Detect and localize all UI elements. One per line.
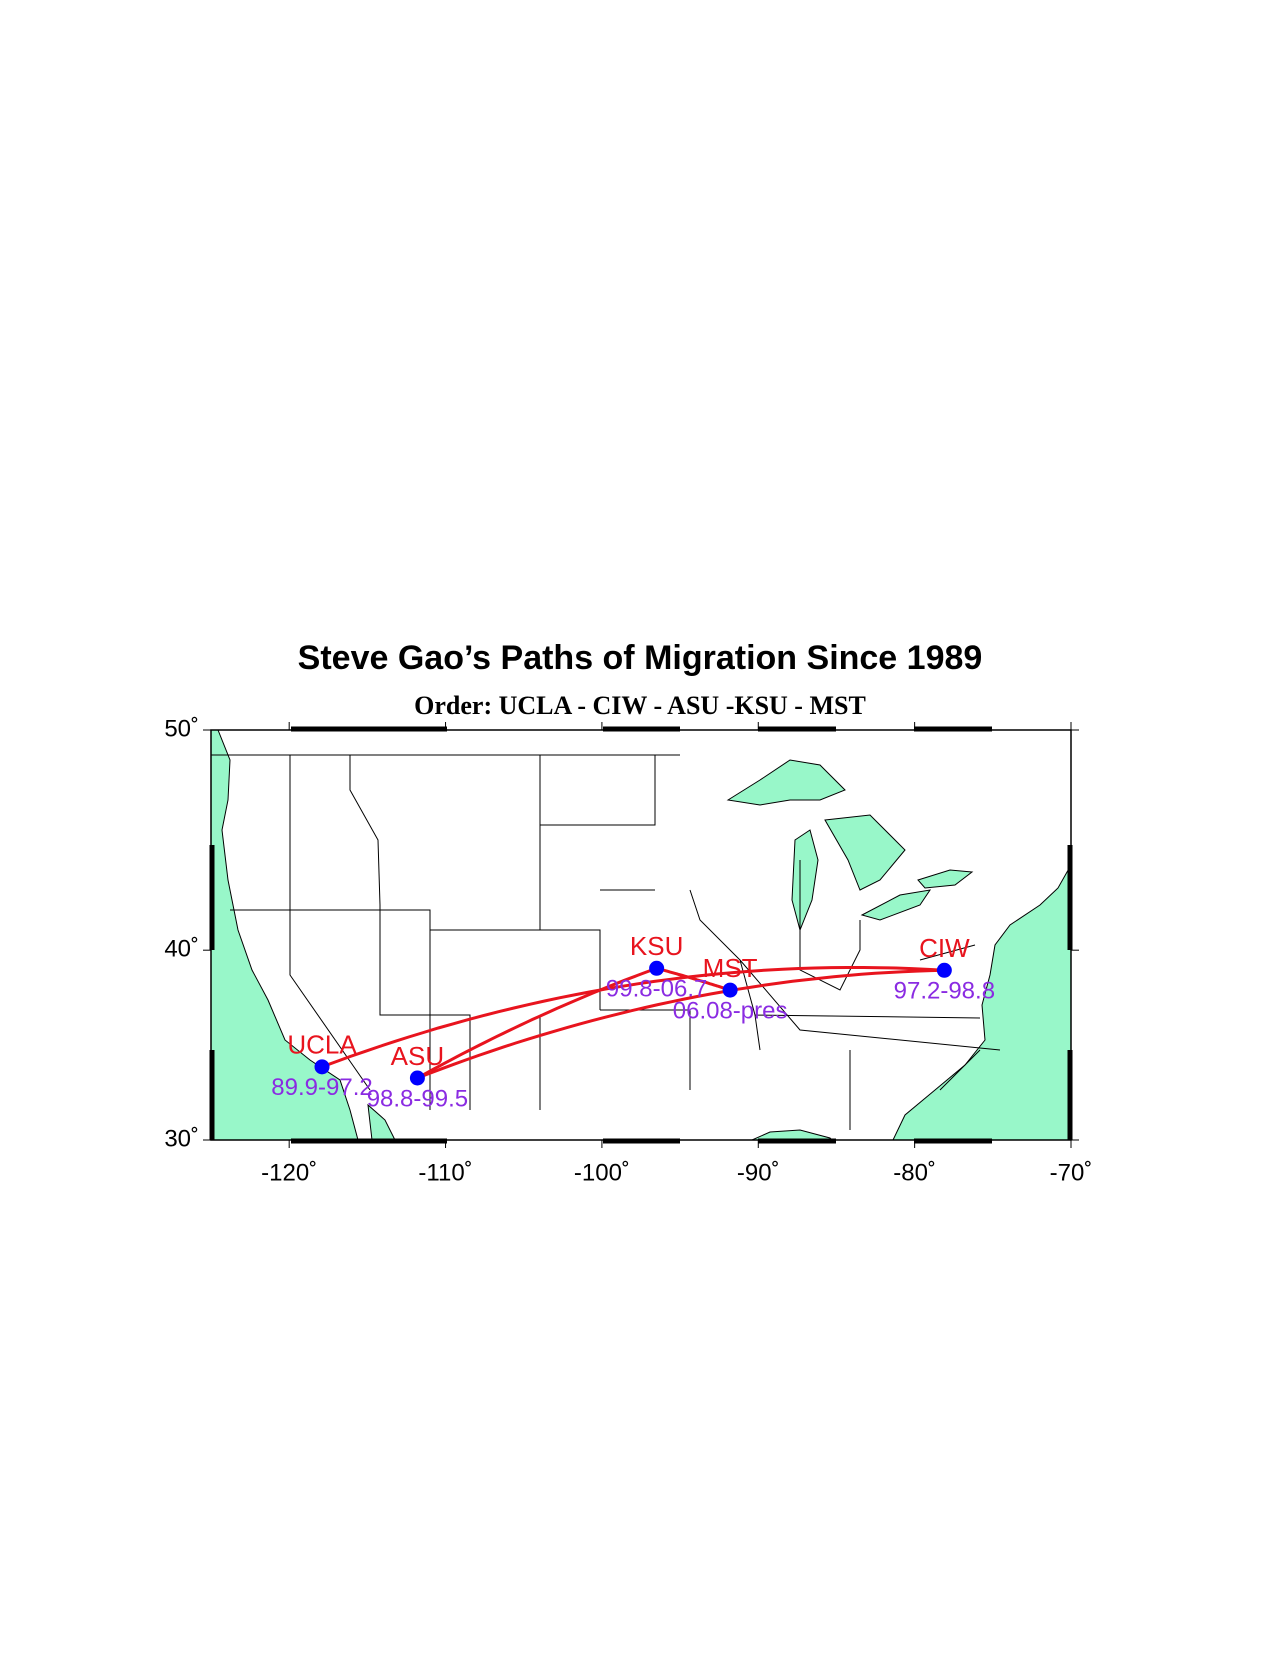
station-name: CIW — [919, 933, 970, 963]
atlantic — [892, 863, 1072, 1141]
x-tick-label: -70˚ — [1050, 1159, 1093, 1186]
y-tick-label: 50˚ — [164, 715, 199, 742]
station-period: 97.2-98.8 — [894, 978, 995, 1005]
station-period: 06.08-pres — [673, 997, 788, 1024]
station — [722, 982, 738, 998]
borders — [211, 754, 1001, 1130]
x-tick-label: -120˚ — [261, 1159, 317, 1186]
station-period: 89.9-97.2 — [271, 1074, 372, 1101]
x-tick-label: -90˚ — [737, 1159, 780, 1186]
station-name: MST — [703, 953, 758, 983]
station-name: UCLA — [287, 1030, 357, 1060]
lake-huron — [824, 814, 906, 891]
station-name: ASU — [391, 1041, 444, 1071]
migration-path — [321, 966, 945, 1069]
lake-michigan — [791, 829, 819, 932]
frame-ticks — [209, 726, 1073, 1144]
x-tick-label: -80˚ — [893, 1159, 936, 1186]
title: Steve Gao’s Paths of Migration Since 198… — [298, 639, 983, 677]
station-name: KSU — [630, 931, 683, 961]
station — [936, 962, 952, 978]
migration-path — [416, 968, 945, 1080]
x-tick-label: -100˚ — [574, 1159, 630, 1186]
basemap — [209, 726, 1073, 1144]
station — [314, 1059, 330, 1075]
lake-erie — [860, 889, 932, 921]
y-tick-label: 40˚ — [164, 936, 199, 963]
station-period: 98.8-99.5 — [367, 1085, 468, 1112]
lake-ontario — [917, 869, 974, 889]
station — [409, 1070, 425, 1086]
y-tick-label: 30˚ — [164, 1125, 199, 1152]
lake-superior — [726, 759, 846, 806]
station — [649, 960, 665, 976]
subtitle: Order: UCLA - CIW - ASU -KSU - MST — [414, 691, 866, 720]
migration-path — [416, 966, 658, 1080]
pacific — [210, 729, 359, 1141]
x-tick-label: -110˚ — [418, 1159, 472, 1186]
station-period: 99.8-06.7 — [606, 976, 707, 1003]
migration-path — [656, 966, 731, 992]
